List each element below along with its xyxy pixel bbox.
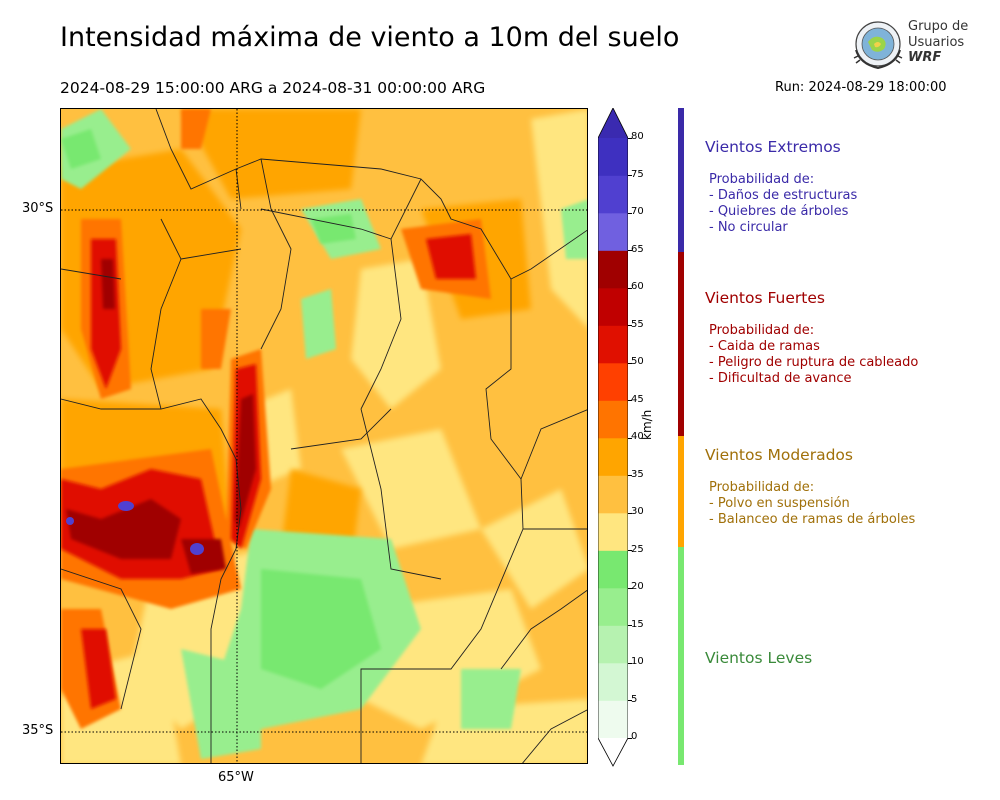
colorbar-tick-label: 55 [631, 318, 644, 330]
desc-line: - Polvo en suspensión [709, 496, 850, 511]
colorbar-tick-mark [628, 512, 632, 514]
colorbar-tick-label: 15 [631, 618, 644, 630]
wrf-users-logo: Grupo de Usuarios WRF [850, 16, 970, 74]
category-title-light: Vientos Leves [705, 649, 813, 667]
category-title-strong: Vientos Fuertes [705, 289, 825, 307]
colorbar-tick-label: 80 [631, 131, 644, 142]
colorbar-bin [598, 363, 628, 401]
map-title: Intensidad máxima de viento a 10m del su… [60, 22, 680, 53]
desc-line: - Daños de estructuras [709, 188, 858, 203]
colorbar-bin [598, 325, 628, 364]
colorbar-scale [597, 107, 629, 767]
desc-line: Probabilidad de: [709, 172, 815, 187]
valid-period: 2024-08-29 15:00:00 ARG a 2024-08-31 00:… [60, 79, 486, 97]
colorbar-tick-label: 25 [631, 543, 644, 555]
category-desc-moderate: Probabilidad de: - Polvo en suspensión -… [709, 480, 915, 528]
colorbar [597, 107, 629, 768]
colorbar-tick-mark [628, 662, 632, 664]
colorbar-tick-mark [628, 475, 632, 476]
logo-text-line3: WRF [908, 50, 942, 65]
colorbar-tick-mark [628, 137, 632, 139]
colorbar-bin [598, 625, 628, 664]
lon-label-65w: 65°W [218, 770, 254, 785]
colorbar-tick-mark [628, 175, 632, 176]
category-title-extreme: Vientos Extremos [705, 138, 841, 156]
colorbar-tick-mark [628, 325, 632, 326]
category-desc-strong: Probabilidad de: - Caida de ramas - Peli… [709, 323, 918, 387]
lat-label-30s: 30°S [22, 201, 54, 216]
colorbar-tick-mark [628, 700, 632, 701]
logo-text-line1: Grupo de [908, 19, 969, 34]
desc-line: Probabilidad de: [709, 323, 815, 338]
colorbar-tick-label: 30 [631, 506, 644, 517]
colorbar-tick-label: 75 [631, 168, 644, 180]
colorbar-tick-label: 0 [631, 731, 638, 742]
colorbar-bin [598, 663, 628, 701]
colorbar-bin [598, 288, 628, 326]
colorbar-bin [598, 438, 628, 476]
colorbar-bin [598, 250, 628, 289]
colorbar-tick-mark [628, 587, 632, 589]
desc-line: - Dificultad de avance [709, 371, 852, 386]
colorbar-bin [598, 588, 628, 626]
colorbar-tick-label: 70 [631, 206, 644, 217]
wind-map [60, 108, 588, 764]
desc-line: - Peligro de ruptura de cableado [709, 355, 919, 370]
wind-field-raster [61, 109, 587, 763]
colorbar-tick-mark [628, 250, 632, 251]
colorbar-tick-label: 35 [631, 468, 644, 480]
colorbar-tick-label: 50 [631, 356, 644, 367]
category-desc-extreme: Probabilidad de: - Daños de estructuras … [709, 172, 857, 236]
colorbar-tick-mark [628, 287, 632, 289]
colorbar-bin [598, 513, 628, 551]
desc-line: - Quiebres de árboles [709, 204, 849, 219]
colorbar-tick-mark [628, 362, 632, 364]
colorbar-tick-mark [628, 400, 632, 401]
desc-line: Probabilidad de: [709, 480, 815, 495]
colorbar-tick-label: 5 [631, 693, 638, 705]
run-time: Run: 2024-08-29 18:00:00 [775, 80, 947, 95]
colorbar-tick-label: 20 [631, 581, 644, 592]
desc-line: - No circular [709, 220, 788, 235]
colorbar-bin [598, 550, 628, 589]
colorbar-tick-mark [628, 550, 632, 551]
category-bar-strong [678, 252, 684, 436]
colorbar-bin [598, 175, 628, 214]
lat-label-35s: 35°S [22, 723, 54, 738]
desc-line: - Caida de ramas [709, 339, 820, 354]
category-title-moderate: Vientos Moderados [705, 446, 853, 464]
colorbar-tick-mark [628, 625, 632, 626]
colorbar-bin [598, 475, 628, 514]
desc-line: - Balanceo de ramas de árboles [709, 512, 916, 527]
colorbar-tick-mark [628, 212, 632, 214]
logo-text-line2: Usuarios [908, 35, 965, 50]
colorbar-tick-label: 60 [631, 281, 644, 292]
globe-emblem-icon [853, 21, 903, 70]
colorbar-tick-label: 10 [631, 656, 644, 667]
colorbar-bin [598, 138, 628, 176]
colorbar-bin [598, 700, 628, 739]
category-bar-light [678, 547, 684, 765]
category-bar-extreme [678, 108, 684, 252]
colorbar-tick-mark [628, 437, 632, 439]
colorbar-tick-label: 65 [631, 243, 644, 255]
colorbar-tick-label: 45 [631, 393, 644, 405]
category-bar-moderate [678, 436, 684, 547]
colorbar-tick-label: 40 [631, 431, 644, 442]
colorbar-unit: km/h [640, 409, 654, 440]
colorbar-bin [598, 213, 628, 251]
colorbar-bin [598, 400, 628, 439]
colorbar-tick-mark [628, 737, 632, 739]
colorbar-under-arrow [598, 738, 628, 766]
colorbar-over-arrow [598, 108, 628, 138]
